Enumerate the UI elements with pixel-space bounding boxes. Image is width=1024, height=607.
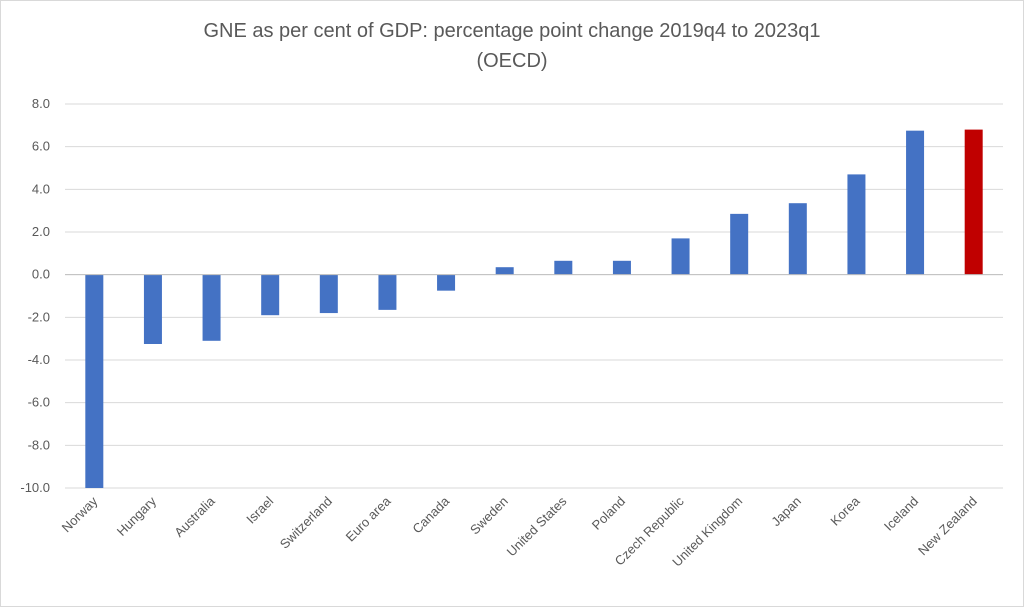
x-tick-label: Norway — [59, 493, 101, 535]
x-tick-label: Iceland — [881, 494, 921, 534]
bar-united-kingdom — [730, 213, 749, 275]
y-tick-label: -8.0 — [28, 437, 50, 452]
bar-korea — [847, 174, 866, 275]
bar-switzerland — [319, 274, 338, 314]
x-tick-label: Euro area — [343, 493, 395, 545]
bar-hungary — [143, 274, 162, 344]
x-tick-label: New Zealand — [915, 494, 980, 559]
x-tick-label: Australia — [171, 493, 218, 540]
bar-iceland — [906, 130, 925, 275]
bar-euro-area — [378, 274, 397, 310]
x-tick-label: Switzerland — [277, 494, 335, 552]
bar-new-zealand — [964, 129, 983, 275]
y-tick-label: 2.0 — [32, 224, 50, 239]
x-tick-label: Israel — [243, 493, 276, 526]
x-tick-label: Japan — [768, 494, 804, 530]
bar-poland — [612, 260, 631, 275]
bar-sweden — [495, 267, 514, 275]
y-tick-label: -10.0 — [20, 480, 50, 495]
bar-israel — [261, 274, 280, 316]
x-tick-label: Hungary — [114, 493, 160, 539]
y-tick-label: 6.0 — [32, 139, 50, 154]
bar-canada — [437, 274, 456, 291]
bar-united-states — [554, 260, 573, 275]
x-tick-label: Poland — [589, 494, 628, 533]
bar-australia — [202, 274, 221, 341]
y-tick-label: -4.0 — [28, 352, 50, 367]
x-tick-label: United States — [504, 493, 570, 559]
x-tick-label: Canada — [409, 493, 452, 536]
x-tick-label: Korea — [827, 493, 863, 529]
x-tick-label: Sweden — [467, 494, 511, 538]
y-tick-label: 4.0 — [32, 181, 50, 196]
chart-subtitle: (OECD) — [476, 50, 548, 72]
y-tick-label: -2.0 — [28, 309, 50, 324]
bar-norway — [85, 274, 104, 488]
bar-japan — [788, 203, 807, 275]
y-tick-label: 8.0 — [32, 96, 50, 111]
y-tick-label: 0.0 — [32, 267, 50, 282]
y-tick-label: -6.0 — [28, 395, 50, 410]
bar-czech-republic — [671, 238, 690, 275]
chart-title: GNE as per cent of GDP: percentage point… — [203, 20, 821, 42]
